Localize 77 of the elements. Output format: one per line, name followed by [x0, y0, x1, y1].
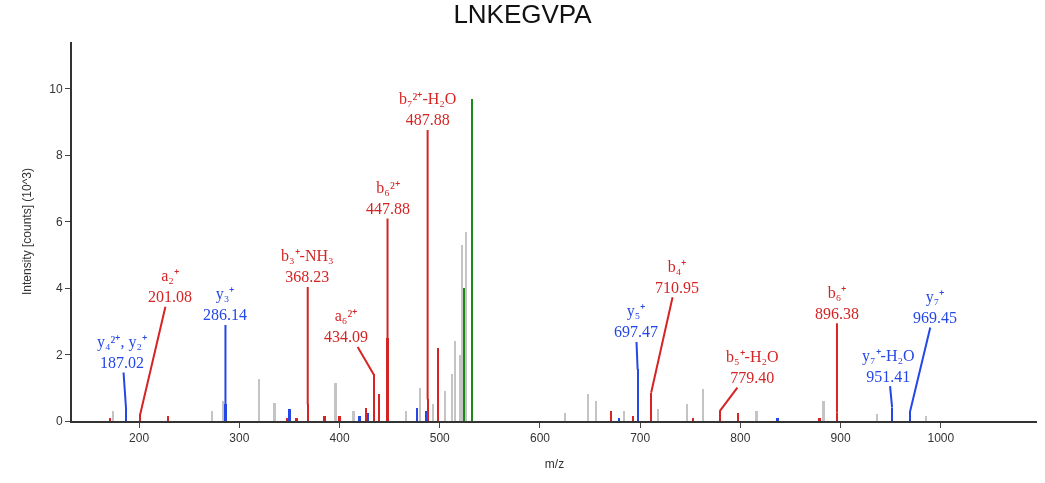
- bar: [657, 409, 659, 421]
- chart-title: LNKEGVPA: [453, 0, 593, 30]
- bar: [632, 416, 634, 421]
- bar: [323, 416, 326, 421]
- annotation: y₄²⁺, y₂⁺ 187.02: [97, 333, 147, 371]
- bar: [623, 411, 625, 421]
- x-tick-label: 300: [229, 431, 250, 446]
- bar: [587, 394, 589, 421]
- y-axis-title: Intensity [counts] (10^3): [20, 167, 35, 296]
- annotation: b₆⁺ 896.38: [815, 284, 859, 322]
- annotation: b₇²⁺-H₂O 487.88: [399, 90, 457, 128]
- bar: [755, 411, 758, 421]
- bar: [352, 411, 355, 421]
- bar: [564, 413, 566, 421]
- bar: [258, 379, 260, 421]
- bar: [471, 99, 473, 421]
- bar: [211, 411, 213, 421]
- bar: [419, 388, 421, 421]
- annotation: y₅⁺ 697.47: [614, 302, 658, 340]
- bar: [338, 416, 341, 421]
- bar: [295, 418, 298, 421]
- bar: [109, 418, 111, 421]
- annotation: y₇⁺ 969.45: [913, 288, 957, 326]
- x-tick-label: 400: [329, 431, 350, 446]
- bar: [818, 418, 821, 421]
- bar: [367, 413, 369, 421]
- bar: [465, 232, 467, 421]
- bar: [416, 408, 418, 421]
- bar: [686, 404, 688, 421]
- bar: [737, 413, 739, 421]
- bar: [776, 418, 779, 421]
- bar: [595, 401, 597, 421]
- annotation: b₄⁺ 710.95: [655, 258, 699, 296]
- y-tick-label: 8: [55, 148, 63, 163]
- x-tick-label: 900: [830, 431, 851, 446]
- bar: [610, 411, 612, 421]
- bar: [618, 418, 620, 421]
- bar: [365, 408, 367, 421]
- bar: [444, 391, 446, 421]
- annotation: b₆²⁺ 447.88: [366, 179, 410, 217]
- y-tick-label: 2: [55, 347, 63, 362]
- annotation: a₆²⁺ 434.09: [324, 307, 368, 345]
- x-tick-label: 700: [630, 431, 651, 446]
- bar: [167, 416, 169, 421]
- bar: [378, 394, 380, 421]
- bar: [288, 409, 291, 421]
- annotation: b₃⁺-NH₃ 368.23: [281, 247, 334, 285]
- bar: [454, 341, 456, 421]
- x-tick-label: 500: [429, 431, 451, 446]
- bar: [405, 411, 407, 421]
- bar: [432, 404, 434, 421]
- x-tick-label: 800: [730, 431, 751, 446]
- x-axis-title: m/z: [544, 456, 565, 471]
- bar: [437, 348, 439, 421]
- x-tick-label: 600: [529, 431, 551, 446]
- bar: [112, 411, 114, 421]
- bar: [925, 416, 927, 421]
- bar: [822, 401, 825, 421]
- y-tick-label: 10: [49, 81, 63, 96]
- bar: [425, 411, 427, 421]
- annotation: y₇⁺-H₂O 951.41: [862, 347, 915, 385]
- y-tick-label: 0: [55, 414, 63, 429]
- bar: [358, 416, 361, 421]
- bar: [463, 288, 465, 421]
- annotation: b₅⁺-H₂O 779.40: [726, 348, 779, 386]
- bar: [461, 245, 463, 421]
- bar: [876, 414, 878, 421]
- bar: [692, 418, 694, 421]
- annotation: a₂⁺ 201.08: [148, 267, 192, 305]
- bar: [334, 383, 337, 421]
- y-tick-label: 4: [55, 281, 63, 296]
- x-tick-label: 1000: [927, 431, 955, 446]
- bar: [273, 403, 276, 421]
- bar: [702, 389, 704, 421]
- x-tick-label: 200: [129, 431, 150, 446]
- y-tick-label: 6: [55, 214, 63, 229]
- annotation: y₃⁺ 286.14: [203, 285, 247, 323]
